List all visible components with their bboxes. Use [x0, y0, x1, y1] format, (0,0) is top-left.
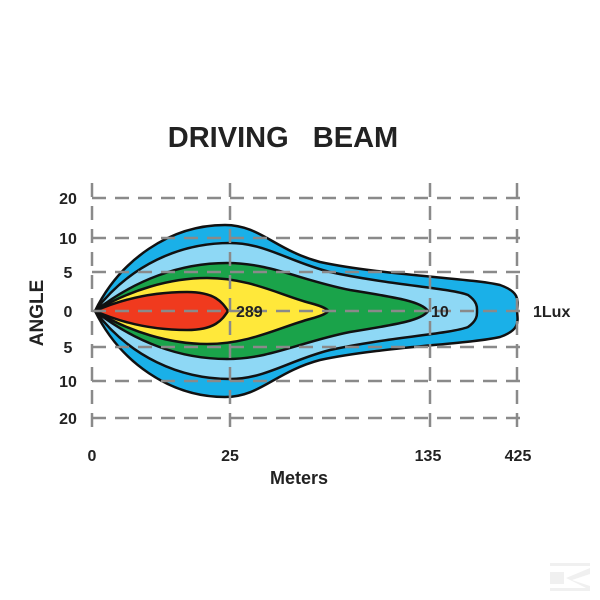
y-tick: 5	[64, 340, 73, 357]
y-axis-ticks: 20 10 5 0 5 10 20	[59, 191, 77, 428]
lux-label-10: 10	[431, 304, 449, 321]
lux-label-289: 289	[236, 304, 263, 321]
grid	[90, 183, 528, 436]
red-zone	[94, 290, 230, 332]
x-axis-ticks: 0 25 135 425	[88, 448, 532, 465]
y-tick: 5	[64, 265, 73, 282]
y-tick: 20	[59, 411, 77, 428]
x-tick: 0	[88, 448, 97, 465]
y-tick: 0	[64, 304, 73, 321]
lux-label-1: 1Lux	[533, 304, 570, 321]
y-axis-label: ANGLE	[27, 280, 48, 347]
watermark-logo	[550, 563, 590, 591]
y-tick: 20	[59, 191, 77, 208]
x-tick: 25	[221, 448, 239, 465]
x-axis-label: Meters	[270, 468, 328, 488]
diagram-title: DRIVING BEAM	[168, 122, 398, 154]
y-tick: 10	[59, 231, 77, 248]
y-tick: 10	[59, 374, 77, 391]
beam-contours	[93, 223, 519, 399]
x-tick: 135	[415, 448, 442, 465]
x-tick: 425	[505, 448, 532, 465]
